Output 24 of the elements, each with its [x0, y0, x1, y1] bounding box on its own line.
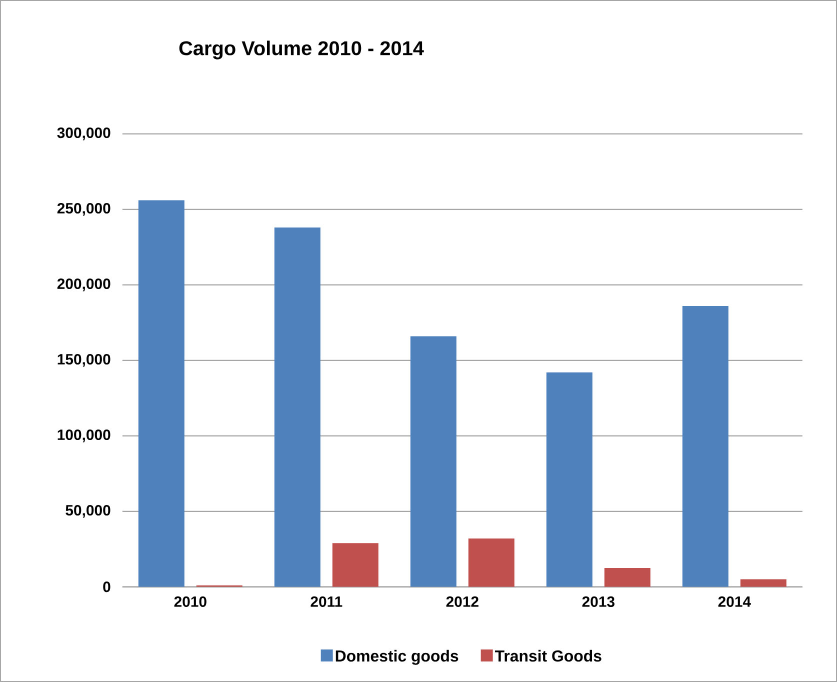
bar	[740, 579, 786, 587]
x-tick-label: 2011	[310, 596, 342, 607]
y-tick-label: 50,000	[66, 504, 110, 518]
legend-label: Transit Goods	[494, 650, 602, 662]
chart-title: Cargo Volume 2010 - 2014	[179, 40, 424, 60]
x-tick-label: 2013	[582, 596, 614, 607]
y-tick-label: 250,000	[57, 202, 110, 216]
bar	[410, 336, 456, 587]
bar	[468, 538, 514, 587]
bar	[332, 543, 378, 587]
y-tick-label: 300,000	[57, 127, 110, 140]
y-tick-label: 200,000	[57, 278, 110, 292]
y-tick-label: 100,000	[58, 429, 110, 442]
bar	[546, 372, 592, 587]
x-tick-label: 2012	[446, 596, 478, 607]
legend-label: Domestic goods	[336, 650, 458, 665]
y-tick-label: 150,000	[58, 354, 110, 367]
bar	[274, 227, 320, 587]
x-tick-label: 2014	[718, 596, 751, 607]
x-tick-label: 2010	[174, 596, 206, 607]
y-tick-label: 0	[103, 582, 110, 592]
bar	[604, 568, 650, 587]
bar	[682, 306, 728, 587]
bar	[138, 200, 184, 587]
